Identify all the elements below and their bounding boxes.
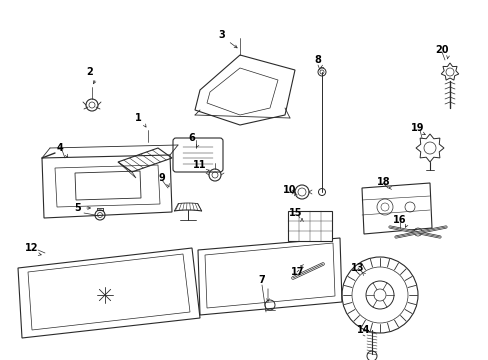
FancyBboxPatch shape <box>287 211 331 241</box>
Text: 17: 17 <box>291 267 304 277</box>
FancyBboxPatch shape <box>173 138 223 172</box>
Text: 15: 15 <box>289 208 302 218</box>
Text: 8: 8 <box>314 55 321 65</box>
Text: 12: 12 <box>25 243 39 253</box>
Text: 14: 14 <box>357 325 370 335</box>
Text: 5: 5 <box>75 203 81 213</box>
Text: 16: 16 <box>392 215 406 225</box>
Text: 4: 4 <box>57 143 63 153</box>
Text: 13: 13 <box>350 263 364 273</box>
Text: 2: 2 <box>86 67 93 77</box>
Text: 18: 18 <box>376 177 390 187</box>
Text: 1: 1 <box>134 113 141 123</box>
Text: 6: 6 <box>188 133 195 143</box>
Text: 10: 10 <box>283 185 296 195</box>
Text: 20: 20 <box>434 45 448 55</box>
Text: 9: 9 <box>158 173 165 183</box>
Text: 11: 11 <box>193 160 206 170</box>
Text: 7: 7 <box>258 275 265 285</box>
Text: 3: 3 <box>218 30 225 40</box>
Text: 19: 19 <box>410 123 424 133</box>
